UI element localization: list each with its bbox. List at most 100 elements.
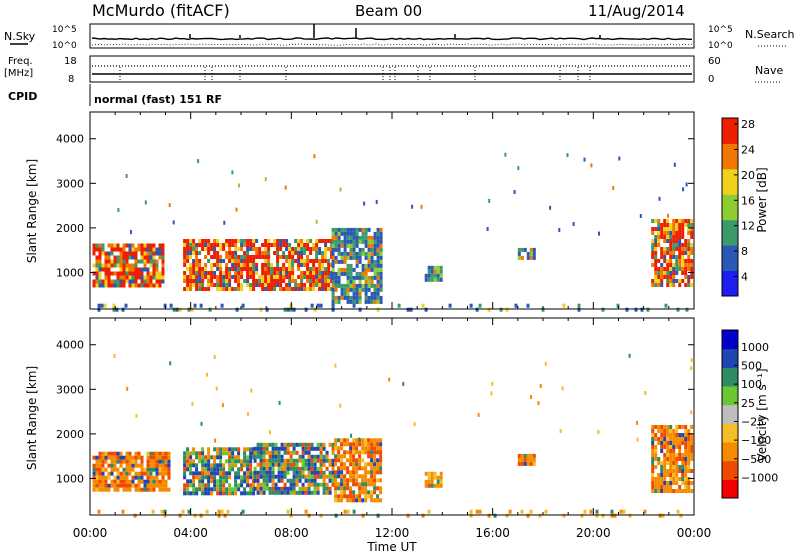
range-cell: [355, 251, 359, 256]
range-cell: [469, 303, 473, 308]
range-cell: [285, 259, 289, 263]
range-cell: [210, 471, 214, 476]
range-cell: [355, 438, 359, 443]
range-cell: [520, 461, 524, 466]
range-speck: [125, 174, 128, 178]
range-cell: [186, 267, 190, 271]
range-cell: [666, 445, 670, 449]
range-cell: [654, 445, 658, 449]
range-cell: [672, 223, 676, 227]
range-cell: [134, 475, 138, 480]
range-cell: [152, 459, 156, 464]
range-cell: [361, 239, 365, 244]
range-cell: [319, 462, 323, 467]
range-cell: [654, 275, 658, 279]
range-cell: [186, 487, 190, 492]
range-cell: [167, 463, 171, 468]
range-cell: [433, 483, 437, 488]
range-cell: [306, 239, 310, 243]
range-cell: [331, 267, 335, 272]
range-cell: [216, 471, 220, 476]
range-cell: [161, 267, 165, 272]
range-speck: [644, 391, 647, 395]
range-cell: [237, 275, 241, 279]
range-cell: [352, 299, 356, 304]
range-cell: [613, 513, 617, 518]
range-speck: [313, 154, 316, 159]
range-cell: [240, 483, 244, 488]
range-cell: [373, 442, 377, 447]
nave-label: Nave: [755, 64, 783, 77]
range-cell: [313, 478, 317, 483]
range-cell: [663, 433, 667, 437]
range-cell: [337, 259, 341, 264]
range-cell: [690, 251, 694, 255]
range-cell: [255, 267, 259, 271]
range-cell: [361, 438, 365, 443]
range-cell: [304, 307, 308, 312]
range-cell: [149, 451, 153, 456]
range-cell: [155, 271, 159, 276]
range-cell: [207, 455, 211, 460]
range-cell: [270, 271, 274, 275]
range-cell: [134, 283, 138, 288]
range-cell: [237, 459, 241, 464]
range-cell: [98, 455, 102, 460]
range-cell: [373, 283, 377, 288]
range-cell: [201, 279, 205, 283]
range-cell: [225, 491, 229, 496]
range-cell: [101, 279, 105, 284]
range-cell: [337, 271, 341, 276]
range-cell: [654, 449, 658, 453]
range-cell: [318, 251, 322, 255]
range-cell: [327, 259, 331, 263]
range-cell: [663, 275, 667, 279]
range-cell: [112, 307, 116, 312]
range-cell: [267, 287, 271, 291]
range-cell: [286, 466, 290, 471]
range-cell: [379, 235, 383, 240]
range-cell: [286, 478, 290, 483]
range-cell: [222, 259, 226, 263]
range-cell: [213, 275, 217, 279]
range-cell: [128, 255, 132, 260]
range-cell: [128, 243, 132, 248]
range-cell: [181, 509, 185, 514]
range-cell: [276, 255, 280, 259]
time-axis-title: Time UT: [366, 540, 417, 554]
range-cell: [134, 463, 138, 468]
range-cell: [131, 279, 135, 284]
range-cell: [331, 287, 335, 292]
range-cell: [249, 475, 253, 480]
range-cell: [178, 307, 182, 312]
range-cell: [222, 243, 226, 247]
range-cell: [164, 455, 168, 460]
range-cell: [267, 275, 271, 279]
range-cell: [198, 475, 202, 480]
range-cell: [131, 255, 135, 260]
range-cell: [316, 446, 320, 451]
range-cell: [436, 269, 440, 274]
range-cell: [690, 437, 694, 441]
range-cell: [264, 243, 268, 247]
range-cell: [687, 457, 691, 461]
range-cell: [663, 251, 667, 255]
range-cell: [195, 263, 199, 267]
range-cell: [346, 239, 350, 244]
range-cell: [321, 267, 325, 271]
range-cell: [252, 239, 256, 243]
range-cell: [355, 227, 359, 232]
range-cell: [107, 251, 111, 256]
range-cell: [210, 247, 214, 251]
range-cell: [657, 437, 661, 441]
range-cell: [280, 458, 284, 463]
range-cell: [192, 491, 196, 496]
range-cell: [134, 259, 138, 264]
range-cell: [186, 483, 190, 488]
range-cell: [678, 251, 682, 255]
range-cell: [246, 479, 250, 484]
range-cell: [529, 251, 533, 256]
range-cell: [140, 271, 144, 276]
range-cell: [149, 479, 153, 484]
range-cell: [116, 459, 120, 464]
